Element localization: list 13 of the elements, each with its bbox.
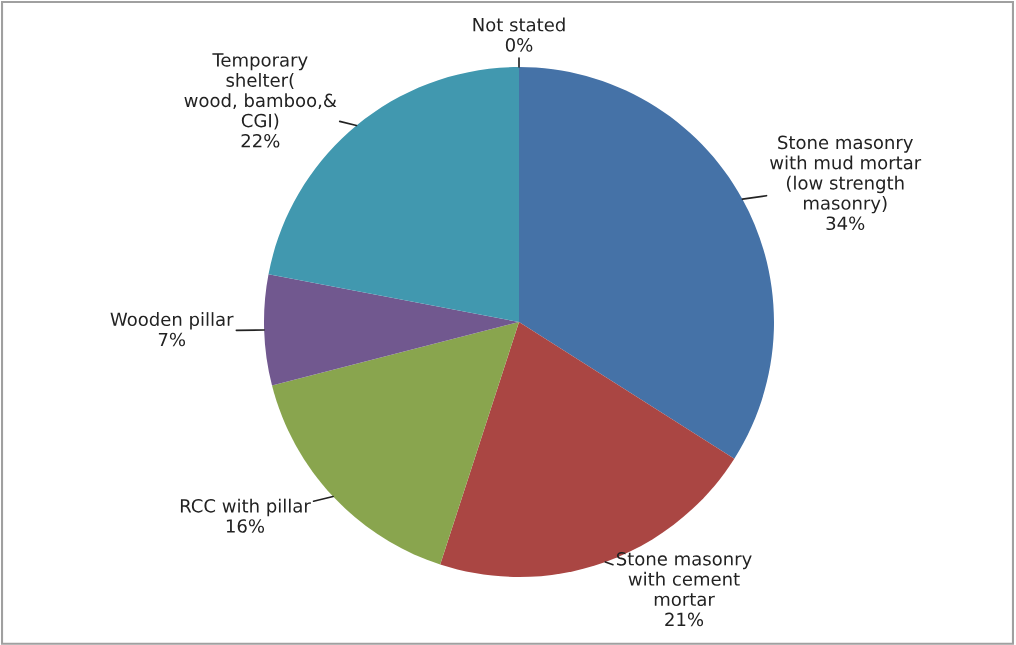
text: 0% — [505, 38, 533, 52]
category-label: Not stated — [473, 17, 565, 32]
slice-label: Wooden pillar — [110, 312, 234, 330]
data-label: 22% — [241, 133, 280, 148]
data-label: 16% — [226, 519, 265, 533]
data-label: 34% — [826, 216, 865, 231]
data-label: 7% — [158, 332, 186, 347]
slice-label: Stone masonry with cement mortar — [616, 551, 752, 607]
slice-label: Stone masonry with mud mortar (low strength masonry) — [770, 135, 922, 214]
slice-label: Temporary shelter( wood, bamboo,& CGI) — [184, 53, 337, 130]
data-label: 21% — [665, 612, 704, 627]
slice-label: RCC with pillar — [180, 498, 311, 517]
pie-slice — [264, 274, 519, 386]
